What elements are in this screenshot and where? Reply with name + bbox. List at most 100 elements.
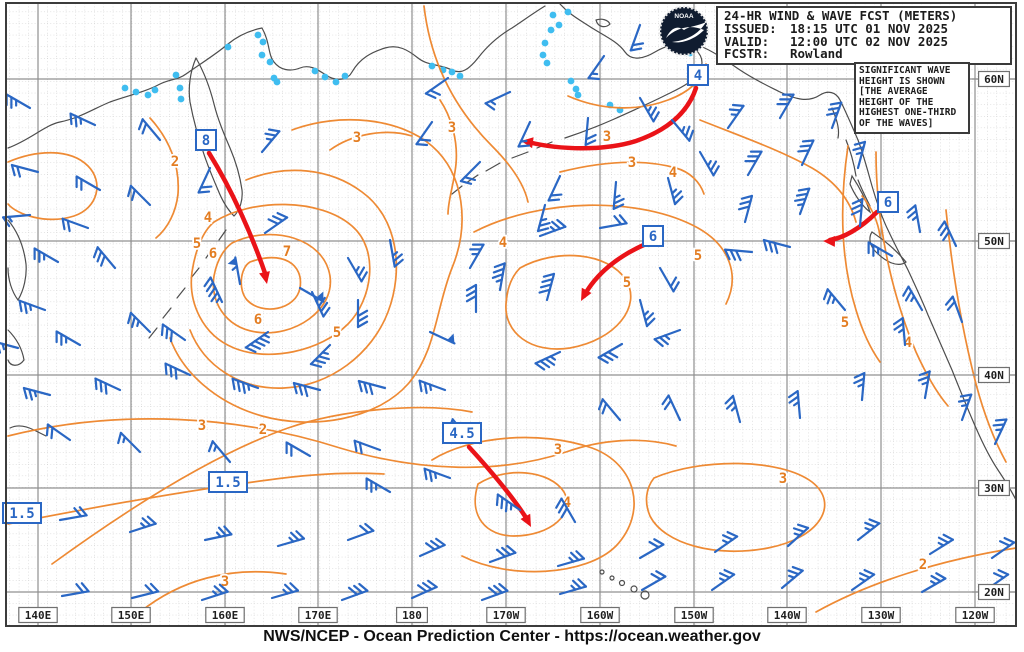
- wind-barb: [786, 523, 810, 548]
- barb-full: [208, 286, 217, 298]
- barb-full: [149, 582, 160, 593]
- barb-full: [418, 138, 432, 142]
- wind-barb: [638, 298, 656, 328]
- wind-barb: [285, 441, 312, 458]
- barb-pennant: [447, 333, 455, 344]
- barb-full: [942, 230, 951, 242]
- barb-full: [99, 379, 103, 393]
- ice-edge-dot: [541, 39, 549, 47]
- wind-barb: [270, 582, 300, 600]
- barb-full: [356, 309, 369, 318]
- barb-full: [539, 359, 551, 369]
- latitude-label-text: 30N: [984, 482, 1004, 495]
- minor-grid: [6, 3, 1016, 626]
- coastline: [845, 139, 857, 177]
- barb-full: [853, 372, 866, 379]
- barb-full: [829, 101, 843, 106]
- longitude-label-border: [18, 606, 58, 624]
- wind-barb: [724, 394, 742, 424]
- wind-barb: [10, 163, 40, 178]
- ice-edge-dot: [259, 38, 267, 46]
- wind-barb: [365, 477, 392, 494]
- barb-full: [904, 290, 913, 302]
- barb-half: [213, 444, 218, 452]
- longitude-label-border: [767, 606, 807, 624]
- barb-full: [207, 440, 214, 453]
- valid-value: 12:00 UTC 02 NOV 2025: [790, 33, 949, 49]
- barb-full: [557, 502, 566, 514]
- wave-height-box-layer: 8 4 6 6 4.5 1.5 1.5: [2, 64, 899, 524]
- barb-full: [547, 198, 561, 202]
- wind-barb: [724, 248, 754, 262]
- barb-full: [141, 517, 152, 527]
- latitude-label-text: 20N: [984, 586, 1004, 599]
- coastline: [7, 329, 25, 366]
- barb-full: [357, 379, 363, 393]
- note-line: HIGHEST ONE-THIRD: [859, 107, 957, 119]
- latitude-label-border: [977, 232, 1010, 250]
- barb-full: [728, 108, 742, 112]
- wind-barb: [826, 101, 843, 130]
- barb-full: [50, 426, 54, 440]
- barb-full: [853, 140, 867, 146]
- ice-edge-dot: [539, 51, 547, 59]
- wave-height-box: 1.5: [2, 502, 42, 524]
- red-arrow: [206, 150, 269, 279]
- wave-height-box-border: [2, 502, 42, 524]
- longitude-label: 140W: [767, 606, 807, 624]
- latitude-label-border: [977, 366, 1010, 384]
- wave-contour: [474, 471, 568, 537]
- barb-full: [290, 531, 300, 542]
- coastline: [869, 231, 907, 265]
- longitude-label: 150E: [111, 606, 151, 624]
- barb-full: [729, 249, 737, 261]
- barb-full: [322, 306, 331, 318]
- wind-barb: [197, 166, 213, 194]
- wind-barb: [292, 381, 322, 398]
- noaa-logo: NOAA: [658, 5, 710, 57]
- latitude-label: 50N: [977, 232, 1010, 250]
- barb-full: [794, 197, 807, 202]
- barb-full: [658, 336, 669, 346]
- barb-half: [549, 355, 557, 361]
- latitude-label-text: 50N: [984, 235, 1004, 248]
- barb-full: [992, 572, 1005, 579]
- barb-half: [910, 295, 916, 303]
- barb-full: [160, 323, 164, 337]
- contour-label: 3: [628, 155, 636, 171]
- wave-height-note: SIGNIFICANT WAVE HEIGHT IS SHOWN [THE AVER…: [854, 62, 970, 134]
- wind-barb: [127, 311, 152, 334]
- barb-full: [544, 357, 556, 366]
- barb-full: [264, 132, 277, 137]
- barb-full: [137, 118, 144, 131]
- red-arrow: [525, 85, 699, 151]
- noaa-logo-text: NOAA: [674, 13, 693, 20]
- noaa-gull-icon: [666, 22, 706, 43]
- barb-full: [358, 441, 363, 455]
- barb-full: [797, 187, 811, 192]
- ice-edge-dot: [132, 88, 140, 96]
- contour-label: 3: [198, 418, 206, 434]
- barb-full: [1003, 536, 1016, 544]
- barb-full: [740, 194, 754, 200]
- coastline: [188, 57, 243, 217]
- barb-full: [992, 423, 1006, 427]
- coastline: [831, 107, 840, 139]
- barb-full: [917, 375, 930, 382]
- barb-full: [253, 340, 266, 347]
- barb-full: [359, 524, 370, 534]
- barb-full: [174, 367, 178, 380]
- wave-contour: [473, 204, 734, 305]
- longitude-label-text: 160W: [587, 609, 614, 622]
- barb-half: [706, 159, 712, 167]
- barb-full: [572, 579, 582, 590]
- wind-barb: [612, 180, 625, 210]
- wind-barb: [937, 220, 958, 248]
- barb-half: [613, 194, 621, 200]
- ice-edge-dot: [224, 43, 232, 51]
- barb-full: [826, 292, 833, 305]
- barb-full: [850, 208, 863, 216]
- latitude-label-text: 40N: [984, 369, 1004, 382]
- wind-barb: [797, 139, 815, 167]
- ice-edge-dot: [574, 91, 582, 99]
